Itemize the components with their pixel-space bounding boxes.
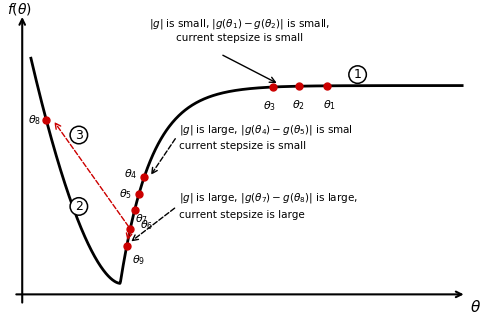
Text: $\theta_3$: $\theta_3$ [263,100,276,113]
Text: $|g|$ is large, $|g(\theta_4)-g(\theta_5)|$ is smal: $|g|$ is large, $|g(\theta_4)-g(\theta_5… [179,122,353,137]
Text: $|g|$ is small, $|g(\theta_1)-g(\theta_2)|$ is small,: $|g|$ is small, $|g(\theta_1)-g(\theta_2… [149,17,331,31]
Text: $\theta_9$: $\theta_9$ [132,253,145,267]
Text: current stepsize is small: current stepsize is small [177,33,303,43]
Text: 3: 3 [75,128,83,142]
Text: $\theta_4$: $\theta_4$ [124,167,138,181]
Text: $\theta_8$: $\theta_8$ [28,113,41,127]
Text: 2: 2 [75,200,83,213]
Text: current stepsize is small: current stepsize is small [179,141,306,151]
Text: $\theta_6$: $\theta_6$ [140,219,153,232]
Text: $\theta_2$: $\theta_2$ [292,99,305,112]
Text: current stepsize is large: current stepsize is large [179,210,305,220]
Text: $\theta_1$: $\theta_1$ [323,98,336,112]
Text: $\theta_5$: $\theta_5$ [120,187,132,201]
Text: $\theta_7$: $\theta_7$ [135,212,148,226]
Text: 1: 1 [354,68,361,81]
Text: $\theta$: $\theta$ [469,299,480,314]
Text: $f(\theta)$: $f(\theta)$ [7,1,32,17]
Text: $|g|$ is large, $|g(\theta_7)-g(\theta_8)|$ is large,: $|g|$ is large, $|g(\theta_7)-g(\theta_8… [179,191,358,205]
